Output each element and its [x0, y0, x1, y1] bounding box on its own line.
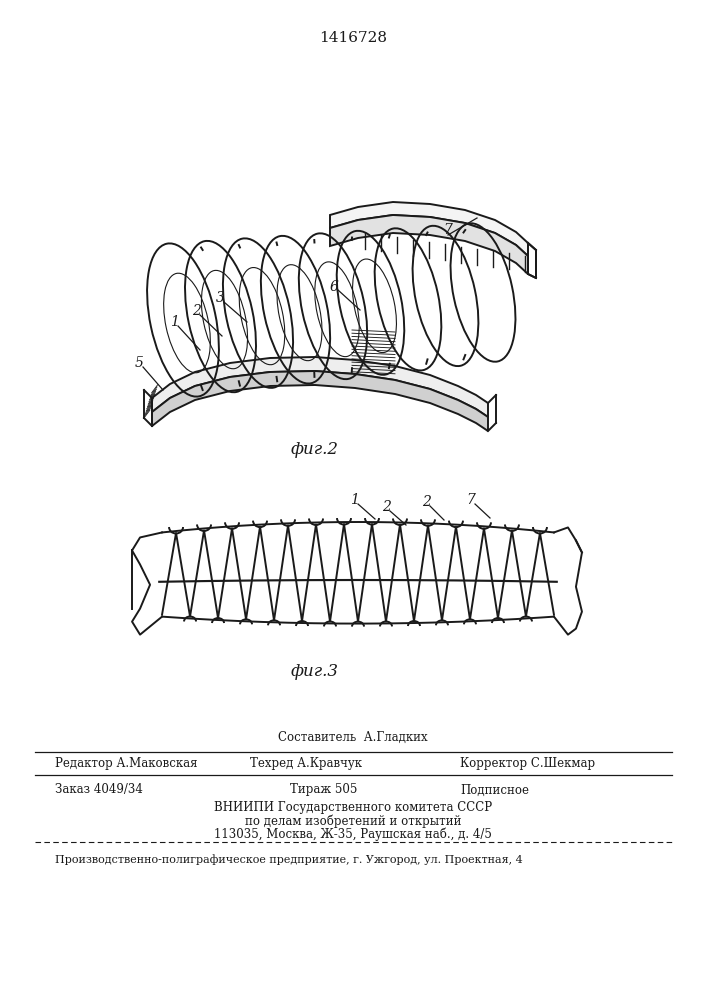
- Text: Производственно-полиграфическое предприятие, г. Ужгород, ул. Проектная, 4: Производственно-полиграфическое предприя…: [55, 855, 522, 865]
- Text: 7: 7: [443, 223, 452, 237]
- Text: 2: 2: [382, 500, 392, 514]
- Text: 1: 1: [349, 493, 358, 507]
- Text: по делам изобретений и открытий: по делам изобретений и открытий: [245, 814, 461, 828]
- Text: 6: 6: [329, 280, 339, 294]
- Text: Составитель  А.Гладких: Составитель А.Гладких: [278, 730, 428, 744]
- Text: Техред А.Кравчук: Техред А.Кравчук: [250, 756, 362, 770]
- Text: Редактор А.Маковская: Редактор А.Маковская: [55, 756, 197, 770]
- Text: 3: 3: [216, 291, 224, 305]
- Text: 1416728: 1416728: [319, 31, 387, 45]
- Text: 2: 2: [192, 304, 201, 318]
- Text: Корректор С.Шекмар: Корректор С.Шекмар: [460, 756, 595, 770]
- Text: Заказ 4049/34: Заказ 4049/34: [55, 784, 143, 796]
- Text: 2: 2: [423, 495, 431, 509]
- Polygon shape: [330, 202, 528, 256]
- Text: ВНИИПИ Государственного комитета СССР: ВНИИПИ Государственного комитета СССР: [214, 802, 492, 814]
- Polygon shape: [330, 215, 528, 274]
- Text: Тираж 505: Тираж 505: [290, 784, 357, 796]
- Text: 5: 5: [134, 356, 144, 370]
- Text: Подписное: Подписное: [460, 784, 529, 796]
- Polygon shape: [152, 371, 488, 431]
- Text: 7: 7: [467, 493, 475, 507]
- Polygon shape: [152, 357, 488, 417]
- Text: фиг.3: фиг.3: [291, 664, 339, 680]
- Text: фиг.2: фиг.2: [291, 442, 339, 458]
- Text: 1: 1: [170, 315, 178, 329]
- Text: 113035, Москва, Ж-35, Раушская наб., д. 4/5: 113035, Москва, Ж-35, Раушская наб., д. …: [214, 827, 492, 841]
